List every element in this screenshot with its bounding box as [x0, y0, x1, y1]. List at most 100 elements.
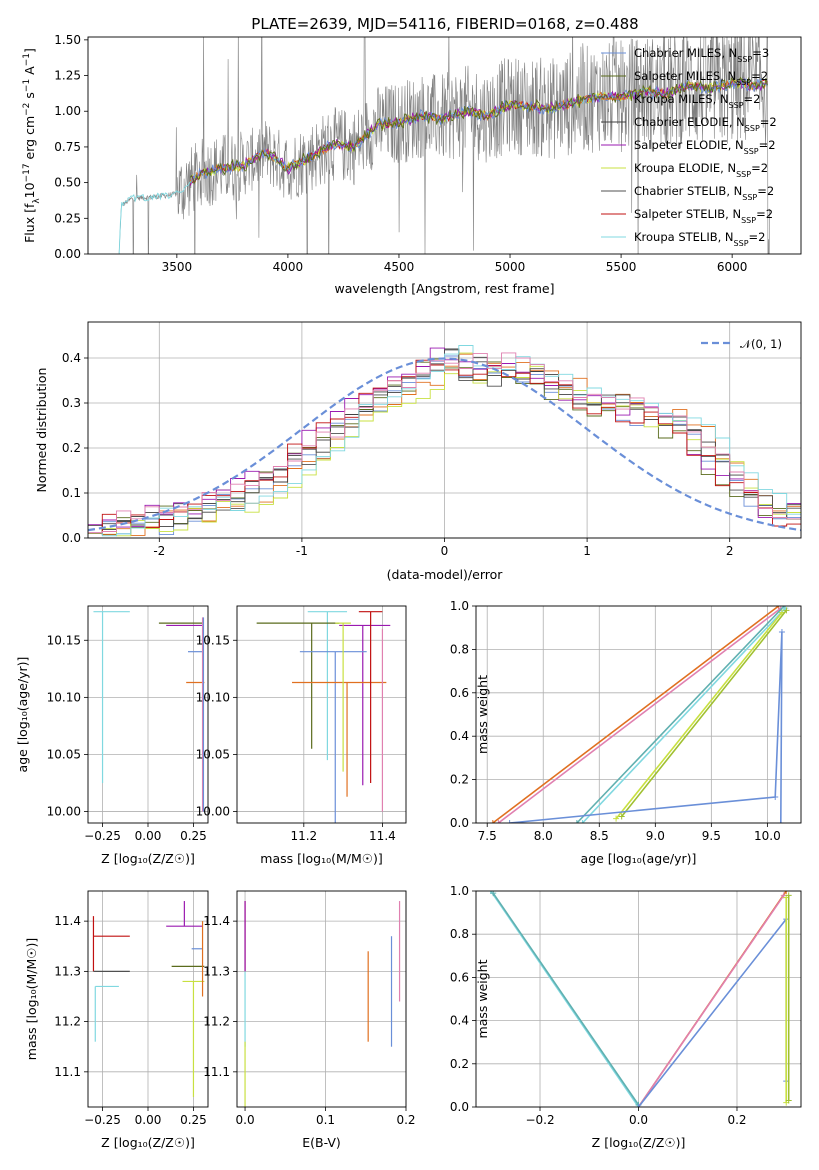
- x-axis-label: (data-model)/error: [387, 567, 504, 582]
- y-tick-label: 11.4: [54, 914, 81, 928]
- age-vs-metallicity-panel: −0.25 0.00 0.25 10.00 10.05 10.10 10.15 Z [log₁…: [15, 605, 209, 866]
- data-point-marker: [772, 793, 779, 800]
- x-tick-label: 8.0: [534, 829, 553, 843]
- age-vs-mass-panel: 11.2 11.4 10.00 10.05 10.10 10.15 mass [log₁₀(…: [196, 605, 407, 866]
- x-tick-label: −0.25: [84, 1113, 121, 1127]
- data-spectrum: [118, 37, 770, 254]
- legend-sub: SSP: [736, 170, 751, 179]
- plot-area: [244, 901, 401, 1107]
- y-axis-label-part: −1: [22, 79, 32, 92]
- plot-area: [88, 345, 801, 537]
- legend-tail: =3: [752, 46, 769, 60]
- y-tick-label: 11.1: [54, 1065, 81, 1079]
- y-tick-label: 10.10: [47, 690, 81, 704]
- y-tick-label: 0.4: [450, 729, 469, 743]
- mass-weight-vs-metallicity-panel: −0.2 0.0 0.2 0.0 0.2 0.4 0.6 0.8 1.0 Z [log₁₀(Z/Z…: [450, 884, 802, 1150]
- y-axis-label: Flux [fλ10−17 erg cm−2 s−1 A−1]: [22, 48, 42, 243]
- data-point-marker: [618, 813, 625, 820]
- x-tick-label: 1: [583, 544, 591, 558]
- legend-sub: SSP: [729, 101, 744, 110]
- y-tick-label: 0.0: [62, 531, 81, 545]
- legend-name: Kroupa MILES, N: [634, 92, 729, 106]
- x-tick-label: 5000: [495, 260, 526, 274]
- y-axis-label: age [log₁₀(age/yr)]: [15, 657, 30, 773]
- legend-tail: =2: [759, 138, 776, 152]
- legend-tail: =2: [756, 207, 773, 221]
- y-tick-label: 0.4: [450, 1014, 469, 1028]
- x-tick-label: 0.2: [727, 1113, 746, 1127]
- y-tick-label: 1.50: [54, 33, 81, 47]
- y-tick-label: 10.10: [196, 690, 230, 704]
- legend-name: Salpeter STELIB, N: [634, 207, 741, 221]
- y-axis-label-part: 10: [22, 182, 37, 198]
- x-tick-label: 4500: [384, 260, 415, 274]
- y-tick-label: 10.05: [47, 747, 81, 761]
- x-tick-label: 10.0: [754, 829, 781, 843]
- x-tick-label: -1: [296, 544, 308, 558]
- y-tick-label: 0.4: [62, 351, 81, 365]
- y-tick-label: 0.1: [62, 486, 81, 500]
- data-point-marker: [613, 815, 620, 822]
- legend-tail: =2: [751, 69, 768, 83]
- y-tick-label: 0.25: [54, 211, 81, 225]
- y-tick-label: 10.15: [47, 633, 81, 647]
- legend-name: Salpeter ELODIE, N: [634, 138, 744, 152]
- y-tick-label: 11.1: [203, 1065, 230, 1079]
- legend-name: Salpeter MILES, N: [634, 69, 736, 83]
- legend-entry: Chabrier MILES, NSSP=3: [634, 46, 769, 64]
- x-tick-label: 0.25: [180, 1113, 207, 1127]
- normal-curve: [88, 357, 801, 532]
- axes-frame: [475, 890, 802, 1108]
- y-tick-label: 10.00: [47, 805, 81, 819]
- x-tick-label: 9.5: [702, 829, 721, 843]
- x-tick-label: 0.0: [236, 1113, 255, 1127]
- x-tick-label: −0.25: [84, 829, 121, 843]
- axes-frame: [87, 321, 802, 539]
- x-tick-label: 0: [441, 544, 449, 558]
- x-tick-label: 11.2: [290, 829, 317, 843]
- x-tick-label: 6000: [717, 260, 748, 274]
- residual-histogram-panel: -2 -1 0 1 2 0.0 0.1 0.2 0.3 0.4 (data-model)/error…: [34, 321, 802, 582]
- legend-sub: SSP: [742, 193, 757, 202]
- data-point-marker: [785, 1097, 792, 1104]
- x-tick-label: 8.5: [590, 829, 609, 843]
- x-tick-label: 0.00: [135, 1113, 162, 1127]
- plot-area: [92, 901, 205, 1097]
- y-tick-label: 0.3: [62, 396, 81, 410]
- legend-sub: SSP: [734, 239, 749, 248]
- mass-weight-line: [637, 894, 785, 1107]
- legend-entry: Kroupa STELIB, NSSP=2: [634, 230, 765, 248]
- axes-frame: [475, 605, 802, 824]
- data-point-marker: [635, 1104, 642, 1107]
- data-point-marker: [783, 891, 790, 894]
- x-axis-label: mass [log₁₀(M/M☉)]: [260, 851, 382, 866]
- plot-area: [489, 606, 790, 823]
- legend-sub: SSP: [744, 147, 759, 156]
- mass-weight-line: [497, 607, 782, 823]
- y-axis-label-part: erg cm: [22, 116, 37, 164]
- x-tick-label: 0.2: [396, 1113, 415, 1127]
- mass-weight-line: [492, 606, 780, 823]
- axes-frame: [87, 36, 802, 255]
- y-axis-label-part: λ: [32, 198, 42, 204]
- y-tick-label: 10.05: [196, 747, 230, 761]
- figure-title: PLATE=2639, MJD=54116, FIBERID=0168, z=0…: [251, 15, 638, 33]
- data-point-marker: [495, 820, 502, 823]
- y-axis-label-part: ]: [22, 48, 37, 53]
- y-tick-label: 0.6: [450, 970, 469, 984]
- model-spectrum-line: [189, 76, 768, 185]
- y-axis-label-part: s: [22, 92, 37, 103]
- legend-sub: SSP: [737, 55, 752, 64]
- y-axis-label-part: −1: [22, 53, 32, 66]
- x-axis-label: wavelength [Angstrom, rest frame]: [334, 281, 554, 296]
- x-tick-label: 0.00: [135, 829, 162, 843]
- y-tick-label: 1.0: [450, 884, 469, 898]
- legend-entry: Salpeter MILES, NSSP=2: [634, 69, 768, 87]
- mass-vs-metallicity-panel: −0.25 0.00 0.25 11.1 11.2 11.3 11.4 Z [log₁₀(Z/…: [24, 890, 209, 1150]
- plot-area: [256, 611, 391, 823]
- legend-entry: Kroupa MILES, NSSP=2: [634, 92, 760, 110]
- data-point-marker: [489, 820, 496, 823]
- y-tick-label: 11.2: [54, 1015, 81, 1029]
- axes-frame: [236, 890, 407, 1108]
